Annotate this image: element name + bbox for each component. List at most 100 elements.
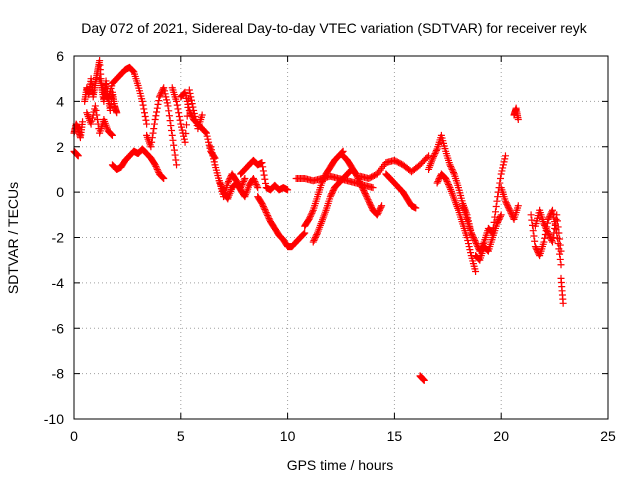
- x-tick-label: 0: [70, 428, 78, 444]
- data-point-fill: [103, 94, 111, 102]
- data-point-fill: [129, 67, 137, 75]
- data-point-fill: [502, 199, 510, 207]
- data-point-fill: [449, 193, 457, 201]
- data-point-fill: [432, 148, 440, 156]
- data-point-fill: [366, 200, 374, 208]
- axis-ticks: [73, 55, 609, 420]
- data-point-fill: [178, 126, 186, 134]
- data-point-fill: [262, 179, 270, 187]
- data-point: [185, 106, 193, 114]
- data-point-fill: [162, 93, 170, 101]
- data-point: [173, 161, 181, 169]
- data-point: [365, 197, 373, 205]
- data-point-fill: [445, 159, 453, 167]
- data-point-fill: [447, 162, 455, 170]
- x-tick-label: 10: [280, 428, 296, 444]
- data-point-fill: [361, 190, 369, 198]
- data-point-fill: [205, 141, 213, 149]
- data-point-fill: [263, 210, 271, 218]
- data-point-fill: [447, 164, 455, 172]
- data-points: [70, 57, 567, 384]
- data-point-fill: [445, 182, 453, 190]
- data-point-fill: [153, 165, 161, 173]
- data-point-fill: [86, 118, 94, 126]
- x-tick-label: 25: [600, 428, 616, 444]
- data-point-fill: [496, 212, 504, 220]
- data-point-fill: [448, 165, 456, 173]
- data-point-fill: [306, 214, 314, 222]
- data-point-fill: [128, 66, 136, 74]
- data-point-fill: [435, 175, 443, 183]
- data-point-fill: [363, 194, 371, 202]
- data-point-fill: [328, 190, 336, 198]
- data-point-fill: [541, 223, 549, 231]
- data-point-fill: [300, 230, 308, 238]
- data-point: [155, 93, 163, 101]
- data-point-fill: [556, 255, 564, 263]
- data-point-fill: [458, 197, 466, 205]
- tick-labels: 0 5 10 15 20 25 -10 -8 -6 -4 -2 0 2 4 6: [44, 48, 616, 444]
- data-point-fill: [150, 120, 158, 128]
- data-point-fill: [499, 164, 507, 172]
- data-point-fill: [430, 151, 438, 159]
- data-point-fill: [454, 181, 462, 189]
- data-point-fill: [187, 111, 195, 119]
- data-point-fill: [299, 231, 307, 239]
- data-point: [207, 143, 215, 151]
- data-point: [433, 179, 441, 187]
- data-point-fill: [541, 234, 549, 242]
- data-point-fill: [182, 121, 190, 129]
- data-point: [553, 211, 561, 219]
- data-point-fill: [78, 120, 86, 128]
- data-point-fill: [471, 237, 479, 245]
- data-point-fill: [166, 117, 174, 125]
- data-point-fill: [464, 240, 472, 248]
- data-point-fill: [299, 230, 307, 238]
- data-point-fill: [160, 87, 168, 95]
- data-point-fill: [209, 152, 217, 160]
- data-point-fill: [148, 138, 156, 146]
- data-point: [254, 184, 262, 192]
- data-point-fill: [153, 164, 161, 172]
- data-point-fill: [99, 86, 107, 94]
- data-point-fill: [175, 113, 183, 120]
- data-point-fill: [423, 153, 431, 161]
- data-point-fill: [261, 175, 269, 183]
- data-point-fill: [261, 206, 269, 214]
- data-point-fill: [435, 176, 443, 184]
- data-point-fill: [488, 236, 496, 244]
- data-point-fill: [507, 209, 515, 217]
- data-point-fill: [159, 174, 167, 182]
- data-point: [185, 86, 193, 94]
- data-point-fill: [175, 109, 183, 117]
- data-point-fill: [107, 130, 115, 138]
- data-point-fill: [443, 178, 451, 186]
- data-point-fill: [432, 147, 440, 155]
- data-point-fill: [552, 215, 560, 223]
- y-tick-label: -6: [52, 320, 65, 336]
- data-point: [527, 211, 535, 219]
- data-point-fill: [141, 113, 149, 120]
- data-point-fill: [501, 155, 509, 163]
- data-point-fill: [139, 101, 147, 109]
- data-point-fill: [505, 205, 513, 213]
- data-point: [160, 84, 168, 92]
- data-point-fill: [148, 134, 156, 142]
- data-point-fill: [420, 376, 428, 384]
- data-point: [548, 238, 556, 246]
- data-point-fill: [110, 100, 118, 108]
- data-point-fill: [259, 163, 267, 171]
- data-point-fill: [140, 105, 148, 113]
- data-point-fill: [225, 176, 233, 184]
- data-point-fill: [173, 101, 181, 109]
- data-point-fill: [556, 235, 564, 243]
- data-point-fill: [150, 159, 158, 167]
- y-tick-label: -8: [52, 366, 65, 382]
- data-point-fill: [554, 223, 562, 231]
- x-axis-label: GPS time / hours: [287, 457, 394, 473]
- chart-title: Day 072 of 2021, Sidereal Day-to-day VTE…: [81, 20, 587, 36]
- data-point-fill: [503, 200, 511, 208]
- data-point-fill: [153, 108, 161, 116]
